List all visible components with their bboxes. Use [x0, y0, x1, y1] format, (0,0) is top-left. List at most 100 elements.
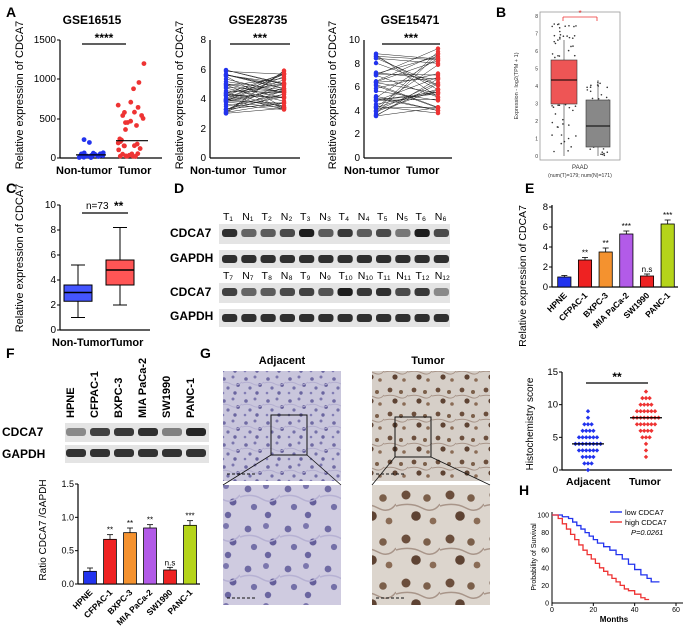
chart-b-point	[567, 49, 570, 52]
chart-a2-xlabel-nontumor: Non-tumor	[190, 165, 247, 177]
chart-b-point	[606, 151, 609, 153]
chart-e-ytick: 0	[543, 282, 548, 293]
chart-f-sig: n.s	[165, 558, 176, 567]
chart-a1-point	[125, 120, 130, 125]
chart-a1-point	[115, 140, 121, 146]
blot-d-lane-label: N₁₂	[435, 270, 450, 282]
chart-g-point	[582, 422, 587, 427]
blot-d-lane-label: T₈	[262, 270, 273, 282]
chart-b-point	[568, 24, 570, 27]
blot-d-lane-label: N₄	[358, 211, 370, 223]
chart-a2-ytick: 0	[200, 153, 206, 164]
chart-b-note: (num(T)=179; num(N)=171)	[548, 173, 612, 179]
chart-a1-ytick: 1000	[34, 74, 57, 85]
ihc-adjacent-low	[223, 371, 341, 481]
blot-d-band-cdca7	[241, 288, 257, 296]
chart-e-sig: ***	[622, 222, 631, 231]
chart-a2-ylabel: Relative expression of CDCA7	[174, 21, 186, 170]
chart-g-point	[643, 395, 649, 401]
blot-d-band-gapdh	[433, 255, 449, 263]
chart-e-bar	[557, 276, 572, 288]
chart-a1-point	[137, 146, 143, 151]
chart-g-point	[634, 409, 640, 414]
blot-d-band-gapdh	[318, 314, 334, 322]
panel-label-c: C	[6, 180, 16, 196]
blot-d-band-gapdh	[279, 255, 295, 263]
pair-line	[375, 73, 439, 89]
blot-d-lane-label: N₃	[319, 211, 331, 223]
chart-b-point	[589, 90, 592, 93]
chart-g-point	[640, 435, 645, 440]
panel-label-f: F	[6, 345, 15, 361]
blot-f-lane-label: CFPAC-1	[89, 371, 101, 418]
chart-e-ytick: 8	[543, 202, 548, 213]
panel-label-g: G	[200, 345, 211, 361]
chart-g-point	[584, 435, 589, 440]
blot-d-band-cdca7	[241, 229, 257, 237]
chart-a2-ytick: 2	[200, 124, 206, 135]
chart-b-point	[559, 30, 561, 33]
blot-f-band2-label: GAPDH	[2, 447, 45, 461]
chart-a1-point	[120, 113, 126, 118]
chart-g-point	[652, 409, 658, 414]
chart-h-legend-low: low CDCA7	[625, 508, 664, 517]
blot-d-band-cdca7	[318, 229, 334, 237]
chart-b-point	[575, 25, 577, 27]
chart-h: Probability of Survival 0 20 40 60 80 100 0 20 4…	[531, 508, 683, 624]
chart-g-point	[587, 435, 592, 440]
chart-g-point	[640, 395, 645, 401]
chart-b-point	[564, 25, 566, 28]
chart-b-point	[551, 25, 553, 28]
blot-d: CDCA7 GAPDH CDCA7 GAPDH T₁ N₁ T₂ N₂ T₃ N₃ T₄ N₄…	[170, 211, 450, 327]
pair-line	[225, 69, 285, 84]
chart-b-point	[558, 27, 561, 29]
chart-c-ytick: 2	[50, 300, 56, 311]
chart-a1-point	[141, 61, 147, 66]
pair-point-tumor	[281, 106, 287, 111]
chart-g-point	[591, 448, 596, 453]
chart-g-point	[585, 422, 591, 427]
chart-b-point	[553, 150, 555, 153]
chart-g-point	[585, 467, 591, 473]
panel-label-h: H	[519, 482, 529, 498]
chart-b-point	[573, 34, 576, 37]
chart-f-bar	[123, 532, 137, 585]
blot-d-band-gapdh	[222, 255, 238, 263]
chart-c-sig: **	[114, 199, 124, 213]
chart-b-point	[552, 106, 555, 109]
pair-line	[225, 90, 285, 100]
blot-d-band-gapdh	[260, 314, 276, 322]
chart-b-point	[553, 23, 556, 25]
pair-point-tumor	[435, 51, 441, 57]
blot-d-band-gapdh	[376, 314, 392, 322]
chart-g-point	[582, 461, 587, 466]
blot-d-band-cdca7	[279, 288, 295, 296]
blot-d-lane-label: N₁₁	[396, 270, 411, 282]
blot-d-band-cdca7	[260, 288, 276, 296]
chart-h-ytick: 60	[541, 548, 549, 555]
chart-c-xlabel-nontumor: Non-Tumor	[52, 337, 111, 349]
blot-d-band-gapdh	[356, 314, 372, 322]
chart-b-point	[570, 45, 572, 48]
blot-d-band2-label: GAPDH	[170, 251, 213, 265]
blot-d-band-cdca7	[414, 229, 430, 237]
chart-g-point	[587, 454, 592, 460]
chart-f-sig: **	[127, 519, 133, 528]
chart-e-sig: **	[603, 239, 609, 248]
pair-point-nontumor	[223, 109, 229, 114]
chart-g-point	[634, 422, 640, 427]
blot-d-band-cdca7	[433, 288, 449, 296]
ihc-adjacent-high	[223, 485, 341, 605]
chart-e-sig: ***	[663, 211, 672, 220]
chart-g-point	[649, 402, 654, 407]
pair-line	[225, 83, 285, 99]
pair-point-tumor	[435, 89, 441, 95]
blot-d-band-gapdh	[376, 255, 392, 263]
chart-f-sig: **	[147, 516, 153, 525]
pair-line	[225, 83, 285, 93]
chart-a2-sig: ***	[253, 31, 267, 45]
pair-line	[225, 78, 285, 87]
chart-g-point	[591, 454, 596, 460]
blot-d-band-cdca7	[356, 229, 372, 237]
